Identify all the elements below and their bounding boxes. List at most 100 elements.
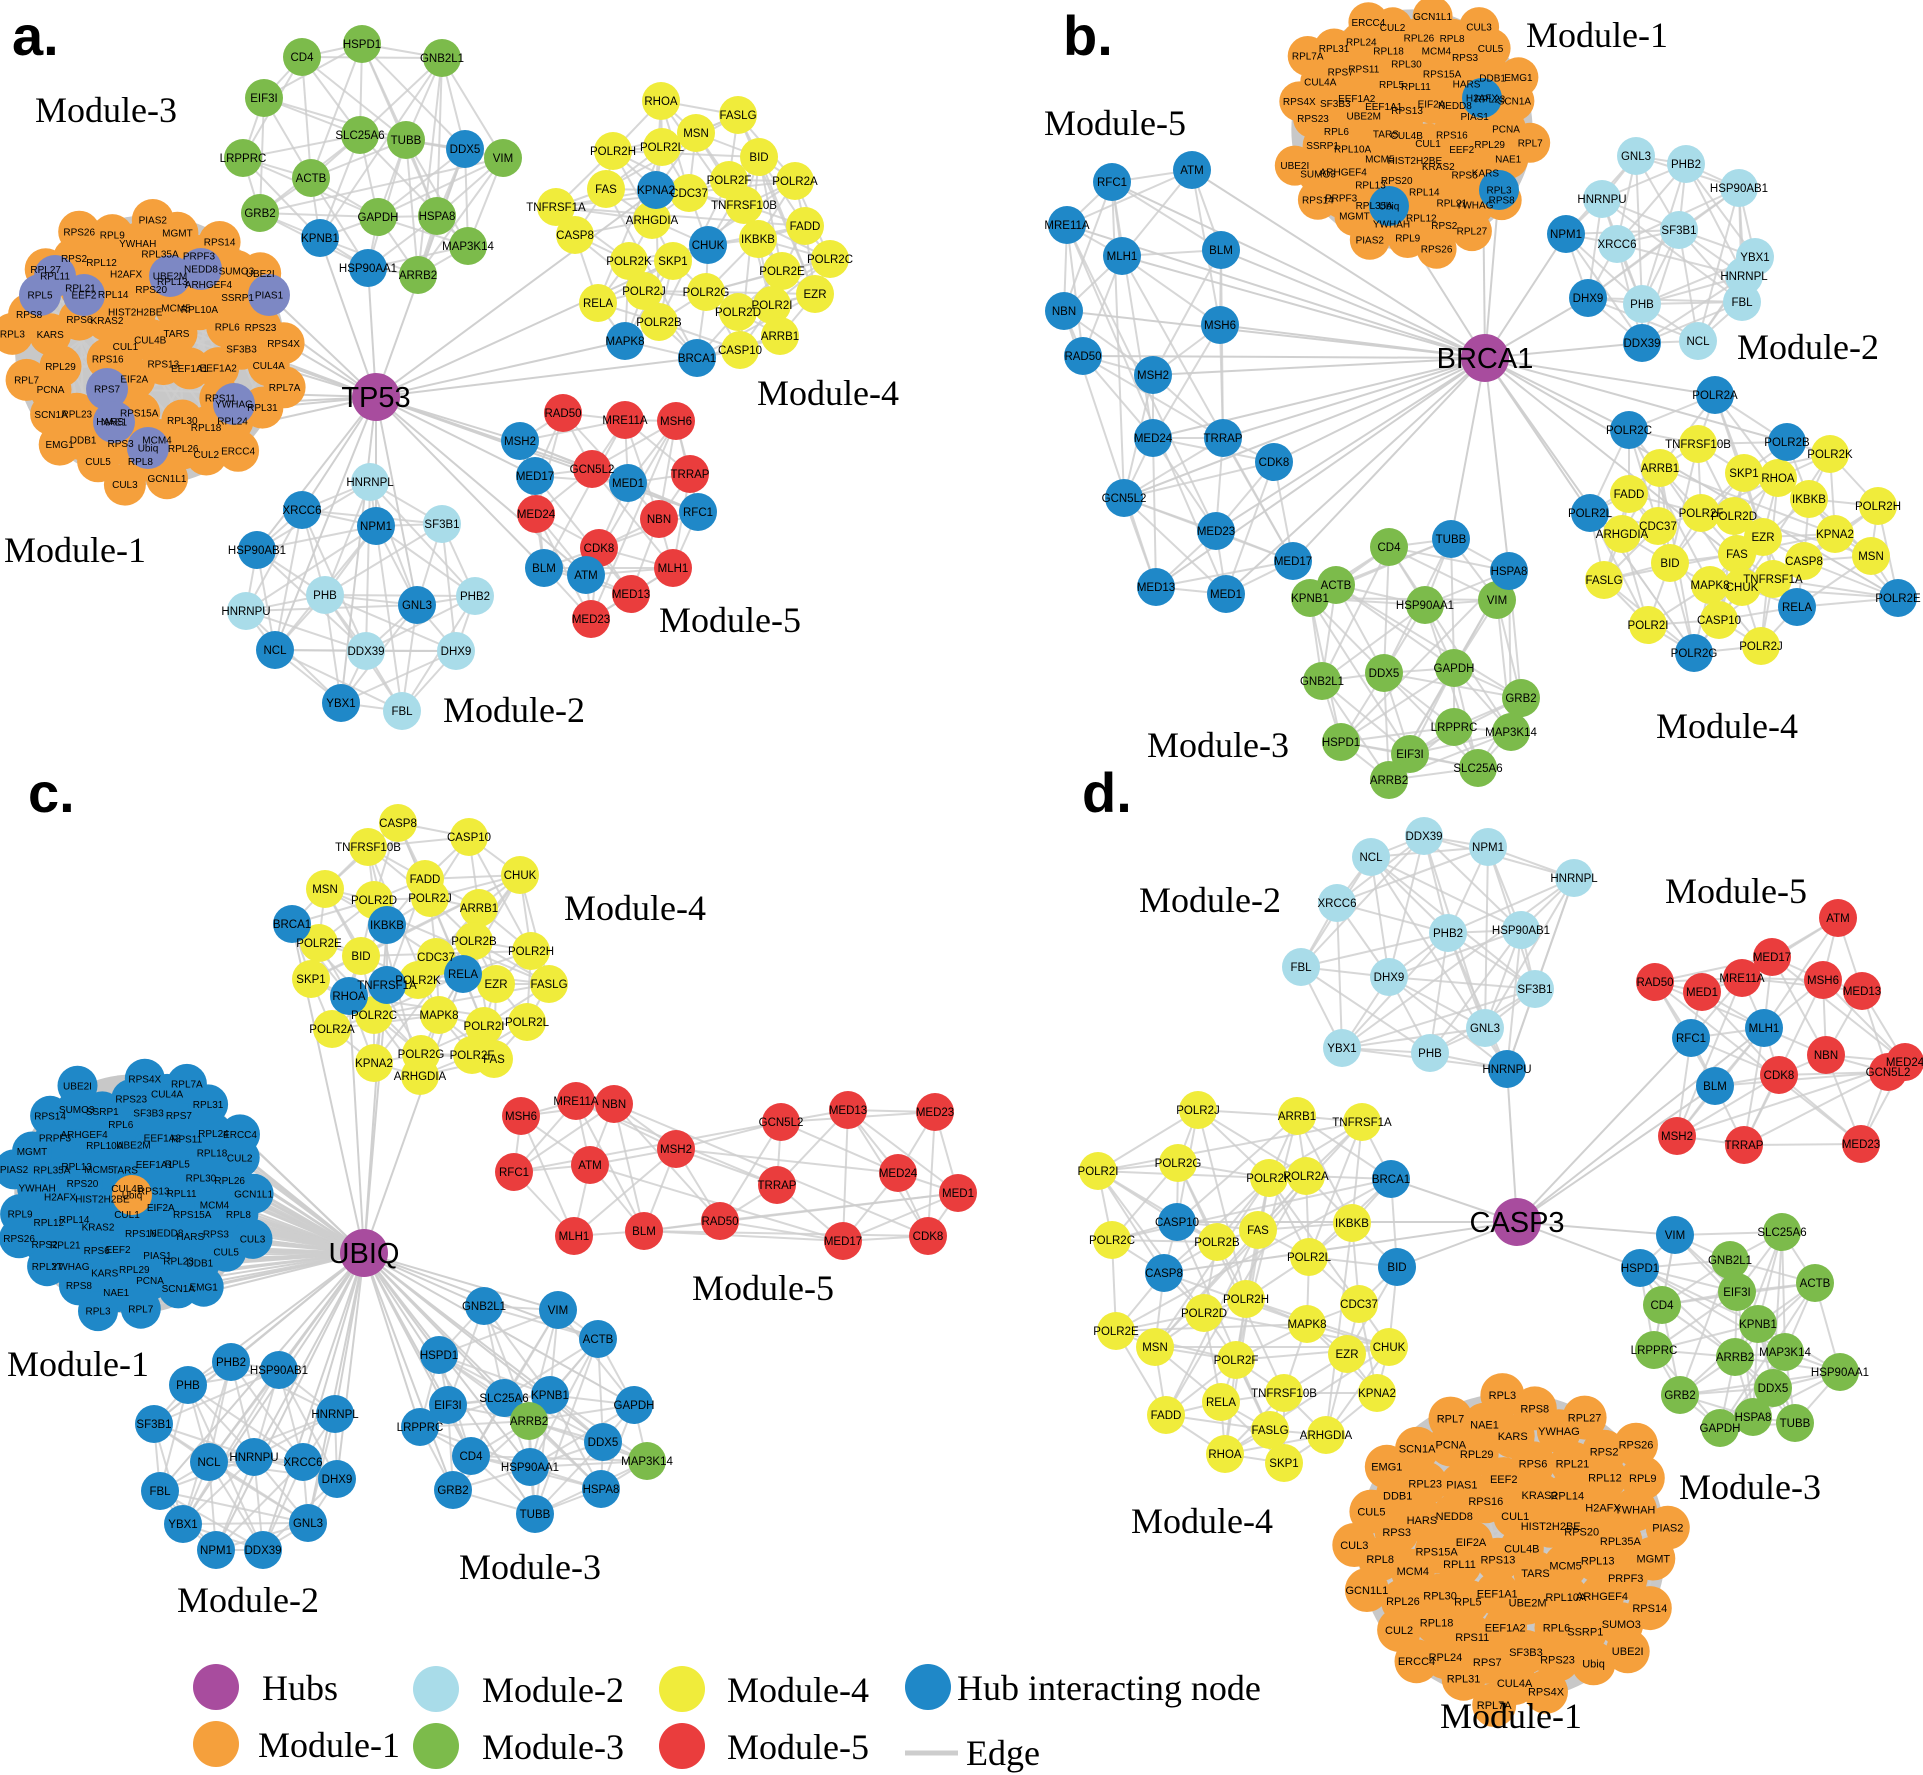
gene-label-YBX1: YBX1 [1740, 252, 1769, 264]
gene-label-CASP8: CASP8 [1145, 1268, 1183, 1280]
gene-node-NCL [1679, 322, 1717, 360]
gene-label-POLR2C: POLR2C [1089, 1235, 1135, 1247]
gene-label-POLR2E: POLR2E [759, 266, 805, 278]
gene-label-POLR2J: POLR2J [408, 893, 451, 905]
gene-label-GCN1L1: GCN1L1 [148, 474, 187, 485]
gene-node-HNRNPL [316, 1395, 354, 1433]
gene-node-EZR [1328, 1335, 1366, 1373]
gene-node-MAP3K14 [449, 227, 487, 265]
gene-label-CUL5: CUL5 [1478, 44, 1504, 55]
gene-label-RAD50: RAD50 [701, 1216, 738, 1228]
gene-node-RELA [579, 284, 617, 322]
gene-label-POLR2J: POLR2J [1176, 1105, 1219, 1117]
edge [1388, 835, 1425, 978]
gene-label-SF3B3: SF3B3 [1509, 1647, 1543, 1659]
gene-label-RPS13: RPS13 [147, 360, 179, 371]
gene-label-EEF1A1: EEF1A1 [1365, 102, 1403, 113]
gene-node-GRB2 [241, 194, 279, 232]
gene-label-RPS6: RPS6 [1452, 170, 1479, 181]
gene-label-YBX1: YBX1 [168, 1519, 197, 1531]
gene-label-IKBKB: IKBKB [370, 920, 404, 932]
gene-node-HSPD1 [420, 1336, 458, 1374]
gene-node-HNRNPU [1583, 180, 1621, 218]
edge [324, 594, 476, 597]
gene-node-POLR2E [763, 252, 801, 290]
nodes-layer [0, 0, 1923, 1727]
gene-node-MAP3K14 [628, 1442, 666, 1480]
gene-node-MSH2 [1134, 356, 1172, 394]
gene-label-RPL8: RPL8 [226, 1210, 251, 1221]
gene-node-SKP1 [292, 960, 330, 998]
gene-label-RPL8: RPL8 [1440, 34, 1465, 45]
gene-label-UBE2I: UBE2I [1612, 1646, 1644, 1658]
gene-node-POLR2H [594, 132, 632, 170]
gene-node-EMG1 [1364, 1444, 1409, 1489]
hub-edge [1225, 357, 1486, 595]
edge [1341, 988, 1536, 1049]
hub-edge [274, 396, 377, 651]
gene-label-EEF2: EEF2 [1490, 1474, 1518, 1486]
hub-edge [1191, 169, 1486, 359]
gene-node-RPS4X [124, 1058, 165, 1099]
edge [405, 139, 469, 247]
gene-node-NEDD8 [180, 248, 222, 290]
gene-node-TRRAP [671, 455, 709, 493]
gene-label-CUL2: CUL2 [1380, 23, 1406, 34]
gene-label-GNL3: GNL3 [293, 1518, 323, 1530]
gene-label-CD4: CD4 [1650, 1300, 1674, 1312]
gene-label-RPS8: RPS8 [1489, 196, 1516, 207]
gene-label-TARS: TARS [164, 329, 190, 340]
gene-node-KPNB1 [1291, 579, 1329, 617]
gene-label-POLR2K: POLR2K [395, 975, 441, 987]
gene-label-BLM: BLM [532, 563, 556, 575]
gene-node-CASP8 [1785, 542, 1823, 580]
gene-label-CUL1: CUL1 [113, 342, 139, 353]
gene-label-SF3B1: SF3B1 [1517, 984, 1552, 996]
gene-node-TUBB [387, 121, 425, 159]
gene-label-RPL29: RPL29 [45, 362, 76, 373]
gene-label-LRPPRC: LRPPRC [1431, 722, 1478, 734]
edge [1097, 1121, 1363, 1172]
edge [405, 139, 419, 276]
gene-label-LRPPRC: LRPPRC [220, 153, 267, 165]
gene-label-RPL7A: RPL7A [171, 1080, 203, 1091]
gene-node-SLC25A6 [341, 116, 379, 154]
gene-label-YWHAH: YWHAH [18, 1184, 55, 1195]
gene-label-TNFRSF10B: TNFRSF10B [711, 200, 777, 212]
gene-label-TRRAP: TRRAP [671, 469, 710, 481]
gene-label-HSP90AB1: HSP90AB1 [228, 545, 286, 557]
gene-label-CDC37: CDC37 [417, 952, 455, 964]
edge [1066, 169, 1193, 226]
gene-node-POLR2I [465, 1007, 503, 1045]
gene-node-MED1 [609, 464, 647, 502]
hub-edge [1152, 357, 1486, 439]
gene-node-POLR2K [1250, 1159, 1288, 1197]
gene-label-POLR2A: POLR2A [309, 1024, 355, 1036]
panel-letter-c: c. [28, 761, 75, 824]
gene-label-RPL35A: RPL35A [33, 1166, 71, 1177]
gene-node-CDK8 [909, 1217, 947, 1255]
legend-label-Hubs: Hubs [262, 1668, 338, 1708]
gene-label-POLR2I: POLR2I [1078, 1166, 1119, 1178]
hub-node-CASP3 [1493, 1198, 1541, 1246]
gene-label-PIAS2: PIAS2 [1652, 1523, 1683, 1535]
gene-label-DHX9: DHX9 [1374, 972, 1405, 984]
gene-node-RPL9 [1620, 1456, 1665, 1500]
gene-node-NPM1 [197, 1531, 235, 1569]
gene-node-EIF3I [1391, 735, 1429, 773]
gene-label-ERCC4: ERCC4 [223, 1130, 257, 1141]
gene-node-RHOA [330, 977, 368, 1015]
gene-label-CD4: CD4 [290, 52, 314, 64]
gene-label-HARS: HARS [1407, 1515, 1438, 1527]
gene-node-MSH6 [502, 1097, 540, 1135]
gene-node-MSH2 [501, 422, 539, 460]
gene-label-RPS7: RPS7 [94, 385, 121, 396]
gene-label-POLR2H: POLR2H [1223, 1294, 1269, 1306]
gene-node-KPNB1 [531, 1376, 569, 1414]
panel-letter-d: d. [1082, 761, 1132, 824]
gene-node-POLR2B [455, 922, 493, 960]
hub-edge [375, 396, 418, 606]
gene-node-MED13 [1843, 972, 1881, 1010]
gene-node-VIM [1656, 1216, 1694, 1254]
edge [1429, 929, 1522, 1054]
